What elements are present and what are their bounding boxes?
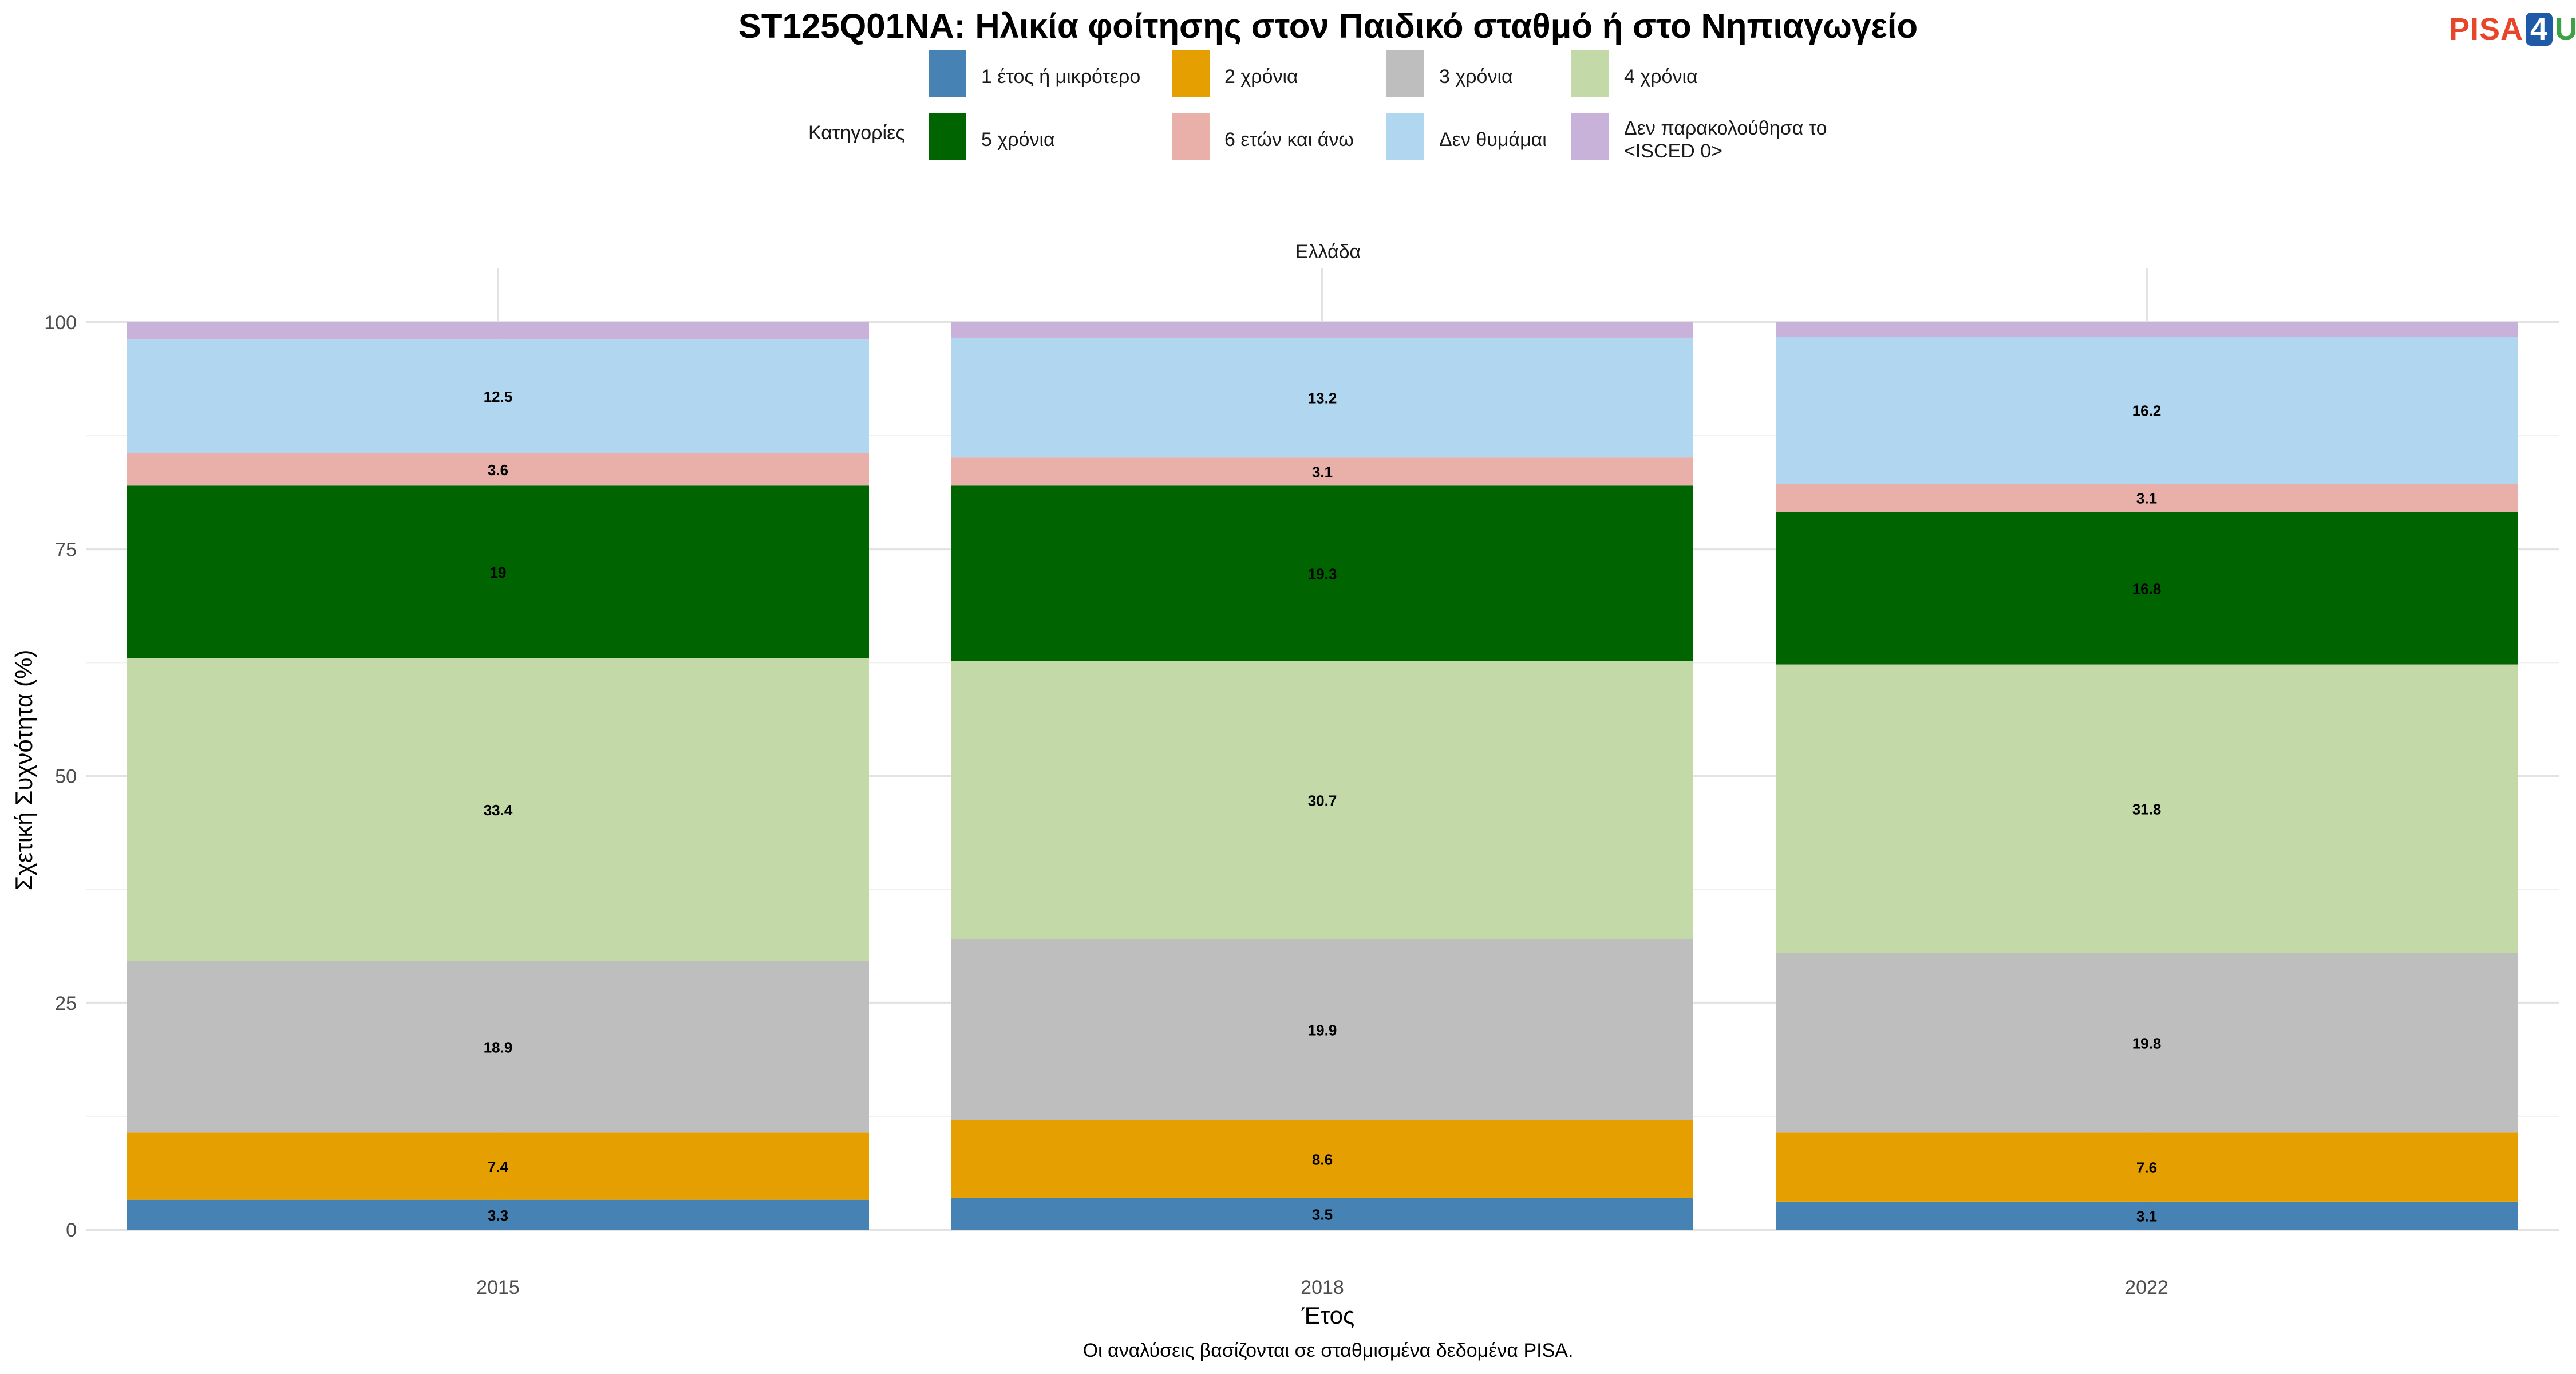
bar-segment <box>127 322 869 340</box>
bar-segment <box>1776 1201 2518 1230</box>
x-axis-label: Έτος <box>1301 1302 1355 1329</box>
bar-segment <box>951 485 1693 661</box>
bar-data-label: 18.9 <box>484 1039 513 1056</box>
y-axis-label: Σχετική Συχνότητα (%) <box>10 650 37 891</box>
bar-segment <box>1776 484 2518 512</box>
x-tick-label: 2018 <box>1301 1277 1344 1298</box>
x-tick-label: 2022 <box>2125 1277 2168 1298</box>
bar-data-label: 16.2 <box>2132 402 2162 420</box>
y-tick-label: 50 <box>55 766 77 788</box>
bar-data-label: 30.7 <box>1308 792 1337 810</box>
bar-data-label: 19.3 <box>1308 565 1337 582</box>
legend-title: Κατηγορίες <box>808 122 905 144</box>
bar-segment <box>127 1199 869 1230</box>
bar-data-label: 3.3 <box>488 1207 508 1224</box>
bar-data-label: 33.4 <box>484 802 513 819</box>
legend-key <box>1571 50 1609 97</box>
bar-data-label: 8.6 <box>1312 1151 1333 1168</box>
bar-segment <box>951 1198 1693 1230</box>
bar-segment <box>1776 322 2518 337</box>
bar-data-label: 12.5 <box>484 388 513 405</box>
legend-key <box>1172 50 1210 97</box>
legend-key <box>1386 113 1424 160</box>
y-tick-label: 0 <box>66 1219 77 1241</box>
bar-segment <box>127 485 869 658</box>
bar-segment <box>1776 337 2518 484</box>
bar-segment <box>127 453 869 486</box>
bar-data-label: 3.1 <box>2136 490 2157 507</box>
bar-data-label: 13.2 <box>1308 390 1337 407</box>
bar-data-label: 3.6 <box>488 461 508 479</box>
bar-segment <box>127 961 869 1133</box>
x-axis-ticks: 2015 2018 2022 <box>476 1277 2168 1298</box>
logo-text-u: U <box>2555 12 2576 46</box>
logo-text-pisa: PISA <box>2449 12 2524 46</box>
bar-data-label: 19.8 <box>2132 1035 2162 1052</box>
bar-data-label: 3.1 <box>2136 1207 2157 1225</box>
y-tick-label: 75 <box>55 539 77 560</box>
legend-key <box>1172 113 1210 160</box>
bar-data-label: 16.8 <box>2132 580 2162 597</box>
legend-key <box>929 113 966 160</box>
legend-label: Δεν θυμάμαι <box>1439 129 1547 151</box>
legend-key <box>1386 50 1424 97</box>
legend-label: 4 χρόνια <box>1624 66 1698 88</box>
bar-segment <box>951 457 1693 486</box>
legend-label: Δεν παρακολούθησα το <ISCED 0> <box>1624 117 1827 162</box>
bar-data-label: 7.6 <box>2136 1159 2157 1176</box>
legend-key <box>1571 113 1609 160</box>
bar-data-label: 3.5 <box>1312 1206 1333 1223</box>
bar-segment <box>127 339 869 453</box>
legend-label: 2 χρόνια <box>1224 66 1298 88</box>
legend-label: 6 ετών και άνω <box>1224 129 1354 151</box>
pisa4u-logo: PISA 4 U <box>2449 9 2576 49</box>
bar-segment <box>1776 953 2518 1133</box>
legend-key <box>929 50 966 97</box>
bars: 3.3 7.4 18.9 33.4 19 3.6 12.5 3.5 8.6 19.9 30.7 19.… <box>127 322 2518 1230</box>
facet-label: Ελλάδα <box>1295 241 1361 263</box>
chart-title: ST125Q01NA: Ηλικία φοίτησης στον Παιδικό… <box>738 7 1918 45</box>
chart-caption: Οι αναλύσεις βασίζονται σε σταθμισμένα δ… <box>1083 1340 1574 1361</box>
y-tick-label: 100 <box>44 312 77 334</box>
x-tick-label: 2015 <box>476 1277 520 1298</box>
legend-label: 3 χρόνια <box>1439 66 1513 88</box>
bar-segment <box>1776 664 2518 953</box>
legend: Κατηγορίες 1 έτος ή μικρότερο 2 χρόνια 3 χ… <box>808 50 1827 162</box>
bar-segment <box>127 1132 869 1200</box>
y-axis-ticks: 0 25 50 75 100 <box>44 312 77 1241</box>
bar-segment <box>951 939 1693 1120</box>
bar-data-label: 31.8 <box>2132 801 2162 818</box>
bar-data-label: 7.4 <box>488 1158 509 1175</box>
bar-segment <box>127 658 869 961</box>
logo-text-4: 4 <box>2526 13 2553 46</box>
bar-segment <box>951 322 1693 338</box>
bar-data-label: 19.9 <box>1308 1022 1337 1039</box>
bar-segment <box>951 337 1693 458</box>
bar-segment <box>951 1120 1693 1198</box>
bar-segment <box>1776 512 2518 665</box>
bar-segment <box>1776 1132 2518 1202</box>
bar-data-label: 19 <box>490 564 507 581</box>
legend-label: 5 χρόνια <box>981 129 1055 151</box>
y-tick-label: 25 <box>55 993 77 1014</box>
legend-label: 1 έτος ή μικρότερο <box>981 66 1140 88</box>
bar-segment <box>951 661 1693 939</box>
bar-data-label: 3.1 <box>1312 464 1333 481</box>
